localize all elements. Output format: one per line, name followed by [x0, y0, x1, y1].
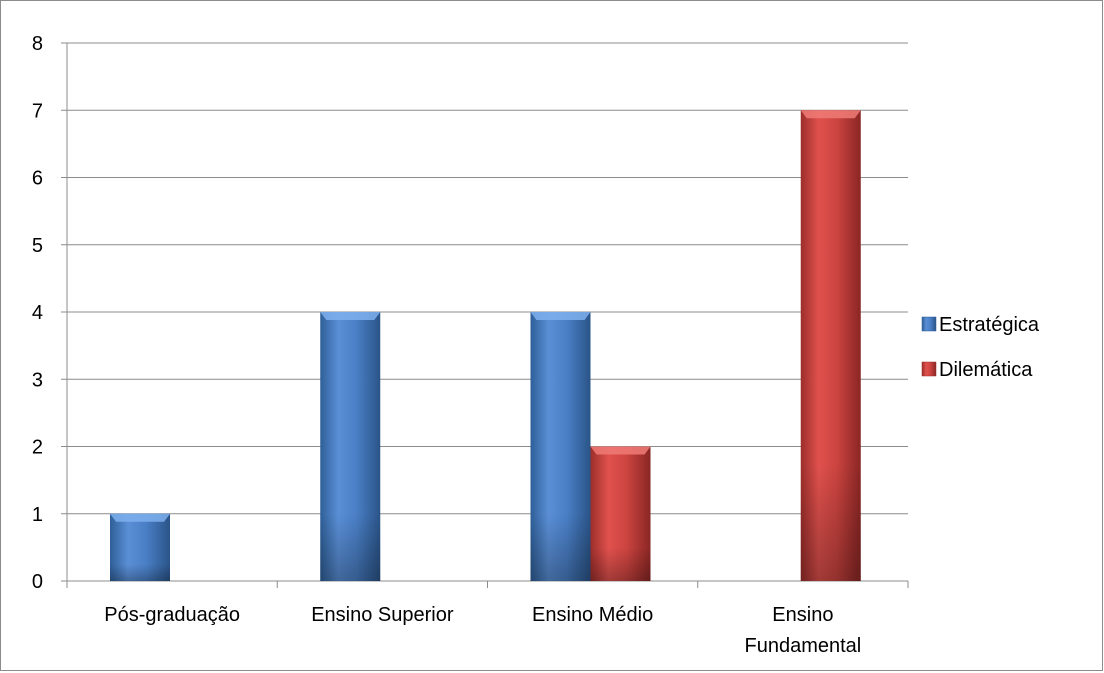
bar-dilemática: [801, 110, 861, 581]
bar-cap: [320, 312, 380, 320]
legend-item-dilemática: Dilemática: [922, 359, 1033, 381]
bar-estratégica: [320, 312, 380, 581]
legend-label: Dilemática: [939, 359, 1033, 381]
x-tick-label: Ensino Médio: [532, 604, 653, 626]
y-tick-label: 5: [32, 235, 43, 257]
legend-swatch: [922, 317, 936, 331]
bars: [110, 110, 861, 581]
bar-shade: [110, 514, 170, 581]
y-tick-label: 0: [32, 571, 43, 593]
y-tick-label: 3: [32, 369, 43, 391]
x-tick-label: Fundamental: [745, 635, 862, 657]
bar-shade: [591, 447, 651, 582]
bar-dilemática: [591, 447, 651, 582]
y-tick-label: 8: [32, 33, 43, 55]
bar-shade: [320, 312, 380, 581]
y-tick-label: 4: [32, 302, 43, 324]
legend-item-estratégica: Estratégica: [922, 314, 1040, 336]
legend: Estratégica Dilemática: [922, 314, 1040, 381]
y-tick-label: 7: [32, 100, 43, 122]
x-tick-label: Ensino Superior: [311, 604, 454, 626]
x-tick-label: Ensino: [772, 604, 833, 626]
legend-label: Estratégica: [939, 314, 1040, 336]
y-tick-label: 6: [32, 168, 43, 190]
bar-cap: [531, 312, 591, 320]
y-tick-label: 2: [32, 437, 43, 459]
bar-cap: [591, 447, 651, 455]
gridlines: [61, 43, 908, 514]
bar-cap: [801, 110, 861, 118]
y-tick-label: 1: [32, 504, 43, 526]
bar-shade: [531, 312, 591, 581]
axes: [61, 43, 908, 588]
x-tick-label: Pós-graduação: [104, 604, 240, 626]
bar-shade: [801, 110, 861, 581]
legend-swatch: [922, 362, 936, 376]
bar-estratégica: [110, 514, 170, 581]
bar-cap: [110, 514, 170, 522]
bar-estratégica: [531, 312, 591, 581]
